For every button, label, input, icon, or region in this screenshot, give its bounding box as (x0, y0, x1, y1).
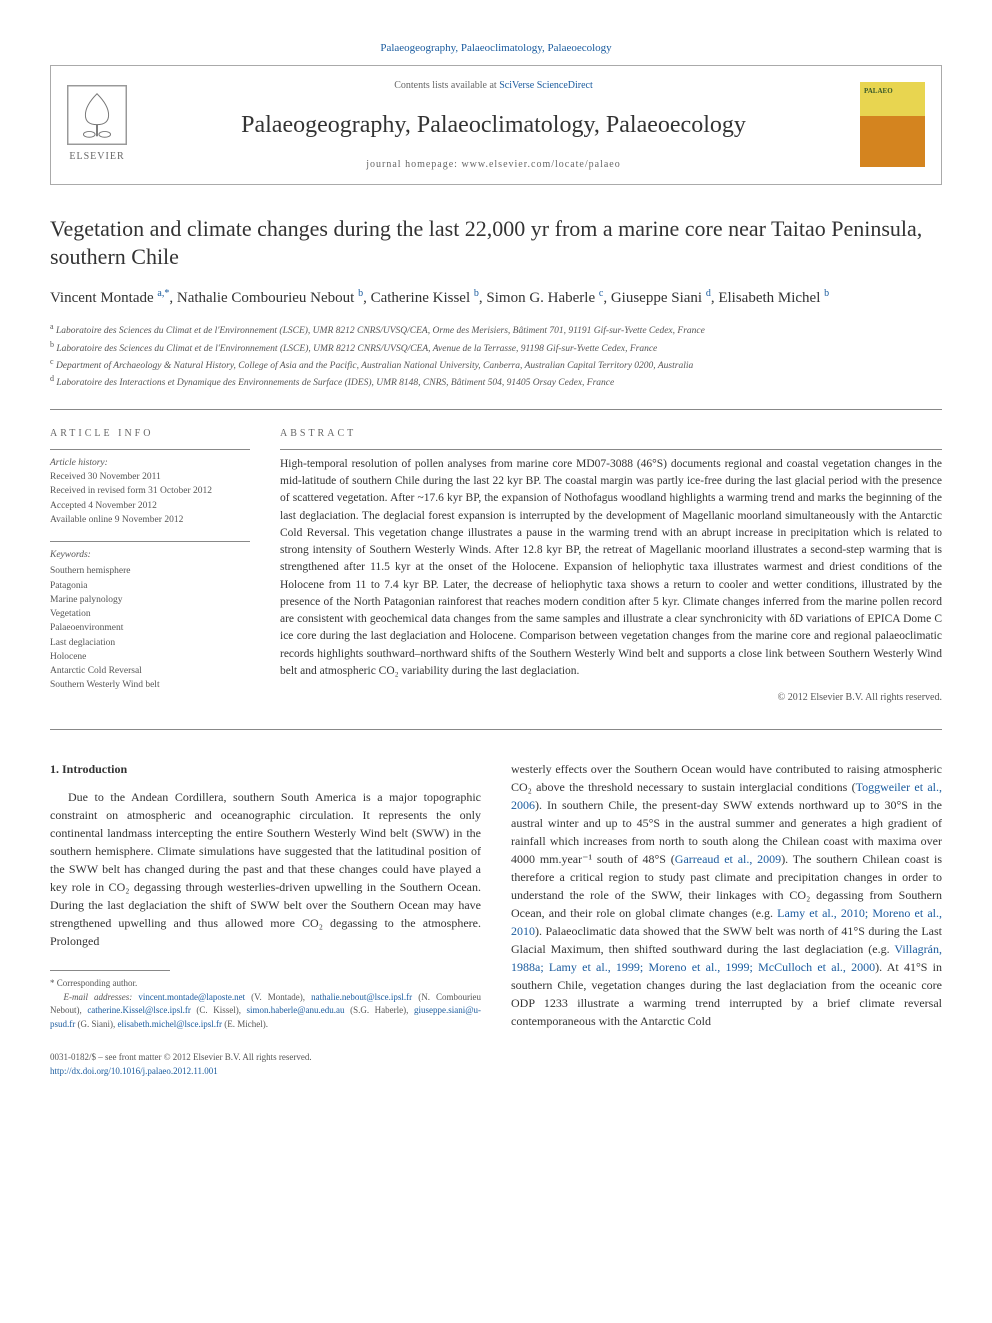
authors-line: Vincent Montade a,*, Nathalie Combourieu… (50, 286, 942, 310)
corresponding-author: * Corresponding author. (50, 977, 481, 991)
keywords: Keywords: Southern hemispherePatagoniaMa… (50, 548, 250, 693)
divider (50, 409, 942, 410)
emails-label: E-mail addresses: (64, 992, 133, 1002)
history-label: Article history: (50, 458, 108, 468)
divider (50, 729, 942, 730)
author-email-link[interactable]: simon.haberle@anu.edu.au (247, 1005, 345, 1015)
journal-homepage: journal homepage: www.elsevier.com/locat… (127, 157, 860, 172)
body-col-left: 1. Introduction Due to the Andean Cordil… (50, 760, 481, 1031)
journal-cover-label: PALAEO (864, 86, 893, 97)
body-paragraph: westerly effects over the Southern Ocean… (511, 760, 942, 1030)
abstract-header: ABSTRACT (280, 426, 942, 441)
article-info-header: ARTICLE INFO (50, 426, 250, 441)
citation-link[interactable]: Toggweiler et al., 2006 (511, 780, 942, 812)
citation-link[interactable]: Garreaud et al., 2009 (675, 852, 781, 866)
body-col-right: westerly effects over the Southern Ocean… (511, 760, 942, 1031)
doi-link[interactable]: http://dx.doi.org/10.1016/j.palaeo.2012.… (50, 1066, 218, 1076)
footnote-divider (50, 970, 170, 971)
author-email-link[interactable]: catherine.Kissel@lsce.ipsl.fr (87, 1005, 191, 1015)
article-title: Vegetation and climate changes during th… (50, 215, 942, 272)
contents-prefix: Contents lists available at (394, 80, 499, 91)
elsevier-tree-icon (67, 85, 127, 145)
divider (50, 541, 250, 542)
article-info: ARTICLE INFO Article history: Received 3… (50, 426, 250, 705)
publisher-name: ELSEVIER (69, 149, 124, 164)
journal-title: Palaeogeography, Palaeoclimatology, Pala… (127, 107, 860, 143)
article-history: Article history: Received 30 November 20… (50, 456, 250, 527)
body-paragraph: Due to the Andean Cordillera, southern S… (50, 788, 481, 950)
elsevier-logo: ELSEVIER (67, 85, 127, 164)
journal-cover-thumbnail: PALAEO (860, 82, 925, 167)
author-email-link[interactable]: nathalie.nebout@lsce.ipsl.fr (311, 992, 412, 1002)
divider (50, 449, 250, 450)
author-email-link[interactable]: vincent.montade@laposte.net (138, 992, 245, 1002)
affiliations: a Laboratoire des Sciences du Climat et … (50, 321, 942, 391)
issn-line: 0031-0182/$ – see front matter © 2012 El… (50, 1051, 312, 1065)
citation-link[interactable]: Lamy et al., 2010; Moreno et al., 2010 (511, 906, 942, 938)
body-columns: 1. Introduction Due to the Andean Cordil… (50, 760, 942, 1031)
citation-link[interactable]: Villagrán, 1988a; Lamy et al., 1999; Mor… (511, 942, 942, 974)
abstract-text: High-temporal resolution of pollen analy… (280, 456, 942, 680)
abstract-copyright: © 2012 Elsevier B.V. All rights reserved… (280, 690, 942, 705)
author-email-link[interactable]: elisabeth.michel@lsce.ipsl.fr (118, 1019, 223, 1029)
abstract: ABSTRACT High-temporal resolution of pol… (280, 426, 942, 705)
journal-banner-text[interactable]: Palaeogeography, Palaeoclimatology, Pala… (380, 42, 611, 54)
footnotes: * Corresponding author. E-mail addresses… (50, 977, 481, 1031)
section-heading-intro: 1. Introduction (50, 760, 481, 778)
sciencedirect-link[interactable]: SciVerse ScienceDirect (499, 80, 593, 91)
keywords-label: Keywords: (50, 548, 250, 562)
divider (280, 449, 942, 450)
contents-line: Contents lists available at SciVerse Sci… (127, 78, 860, 93)
bottom-row: 0031-0182/$ – see front matter © 2012 El… (50, 1051, 942, 1078)
header-box: ELSEVIER Contents lists available at Sci… (50, 65, 942, 185)
